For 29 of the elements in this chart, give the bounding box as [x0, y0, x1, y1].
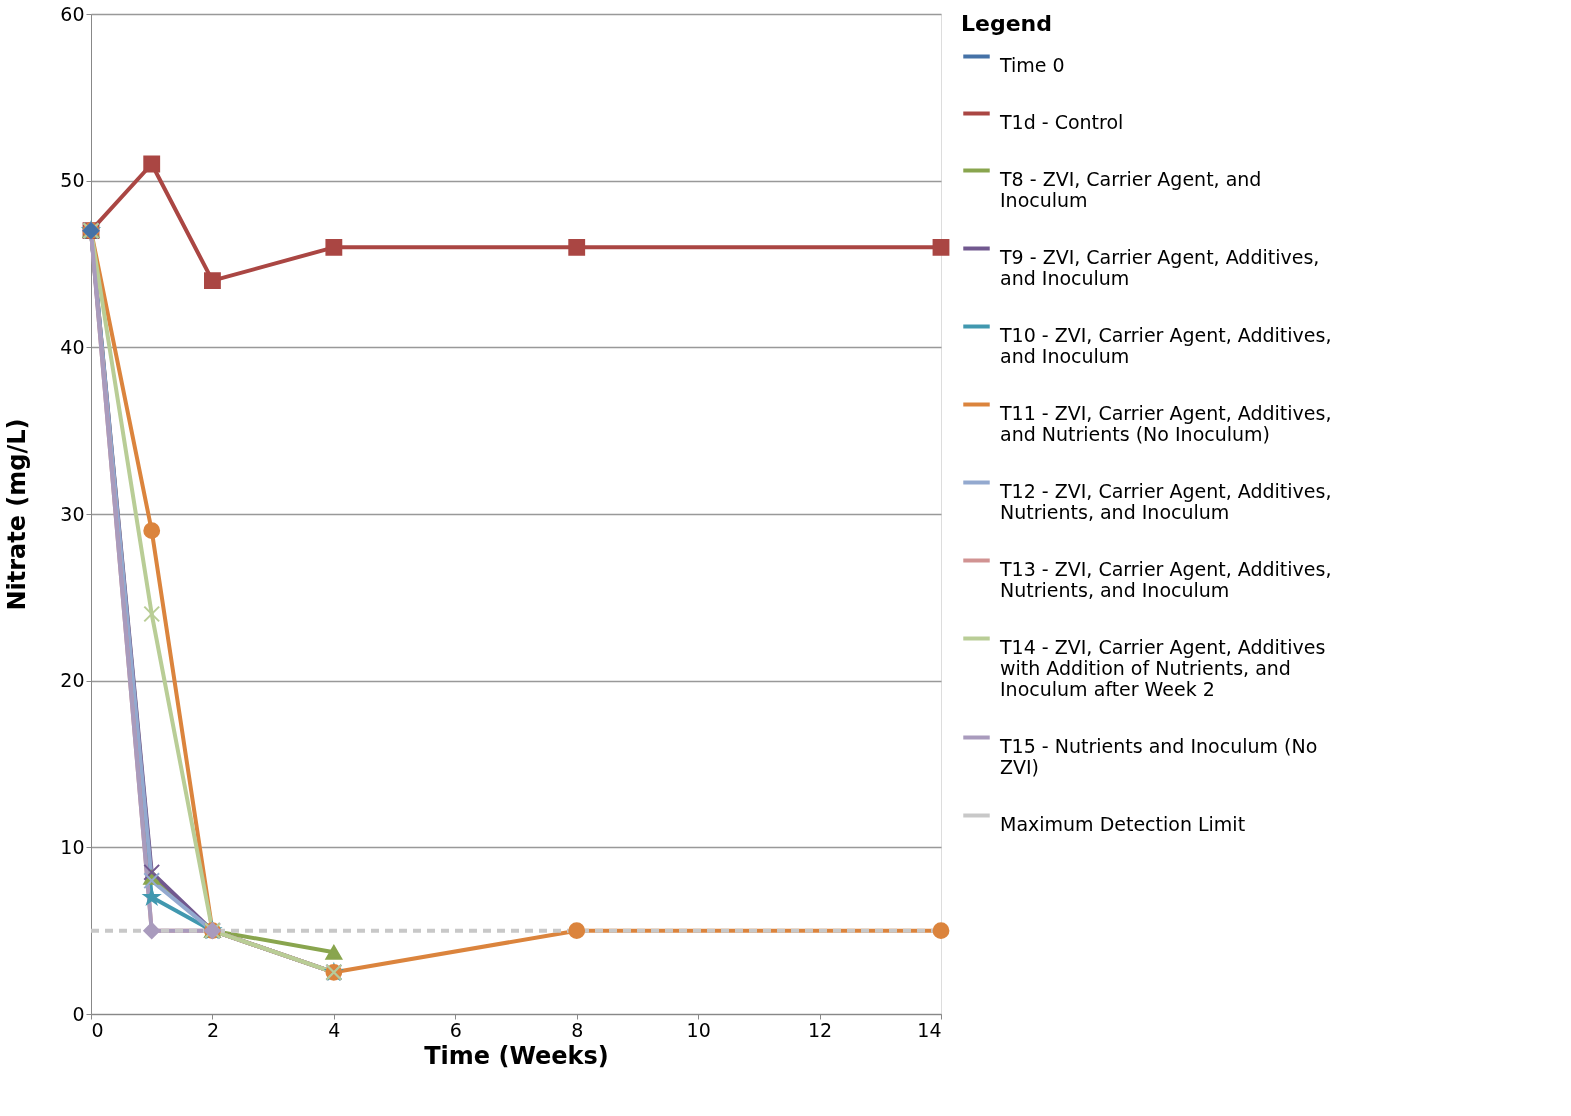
- y-tick-label: 0: [72, 1002, 85, 1025]
- y-tick-label: 20: [60, 669, 85, 692]
- legend-label: Maximum Detection Limit: [1000, 812, 1246, 835]
- x-tick-label: 12: [807, 1018, 833, 1041]
- x-tick-label: 0: [91, 1018, 104, 1041]
- x-axis-title: Time (Weeks): [424, 1041, 609, 1070]
- x-tick-label: 10: [686, 1018, 711, 1041]
- legend-label: T15 - Nutrients and Inoculum (No ZVI): [999, 734, 1318, 778]
- legend-label: T1d - Control: [999, 110, 1124, 133]
- legend-title: Legend: [961, 11, 1053, 36]
- legend-label: T8 - ZVI, Carrier Agent, and Inoculum: [999, 167, 1262, 211]
- legend-label: T14 - ZVI, Carrier Agent, Additives with Addition of Nutrients, and Inoculum after Week 2: [999, 635, 1326, 700]
- x-tick-label: 2: [206, 1018, 219, 1041]
- y-tick-label: 50: [60, 169, 85, 192]
- x-tick-label: 6: [449, 1018, 462, 1041]
- legend-label: T9 - ZVI, Carrier Agent, Additives, and Inoculum: [999, 245, 1320, 289]
- legend-label: T11 - ZVI, Carrier Agent, Additives, and Nutrients (No Inoculum): [999, 401, 1332, 445]
- y-axis-title: Nitrate (mg/L): [3, 418, 32, 611]
- y-tick-label: 30: [60, 502, 85, 525]
- y-tick-label: 60: [60, 2, 85, 25]
- legend-label: T13 - ZVI, Carrier Agent, Additives, Nutrients, and Inoculum: [999, 557, 1332, 601]
- x-tick-label: 14: [917, 1018, 942, 1041]
- x-tick-label: 8: [571, 1018, 584, 1041]
- legend-label: T10 - ZVI, Carrier Agent, Additives, and Inoculum: [999, 323, 1332, 367]
- x-tick-label: 4: [328, 1018, 341, 1041]
- legend-label: T12 - ZVI, Carrier Agent, Additives, Nutrients, and Inoculum: [999, 479, 1332, 523]
- y-tick-label: 40: [60, 335, 85, 358]
- legend-label: Time 0: [999, 53, 1065, 76]
- y-tick-label: 10: [60, 835, 85, 858]
